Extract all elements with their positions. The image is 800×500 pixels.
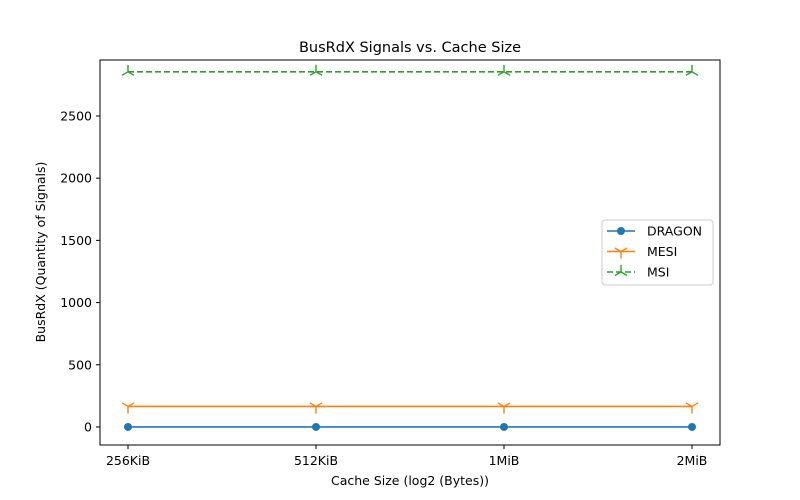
legend-item-msi: MSI [607,265,669,280]
y-tick-label: 500 [68,357,92,372]
legend-marker [617,227,625,235]
y-tick-label: 2500 [60,108,92,123]
x-tick-label: 2MiB [677,453,708,468]
legend-item-mesi: MESI [607,244,677,259]
x-axis-label: Cache Size (log2 (Bytes)) [331,473,489,488]
series-msi [121,64,699,76]
data-point [309,64,323,76]
legend-label: MESI [647,244,677,259]
series-layer [121,64,699,431]
data-point [124,422,132,431]
data-point [685,402,699,414]
legend-item-dragon: DRAGON [607,224,702,239]
x-tick-label: 512KiB [294,453,338,468]
plot-area [99,59,721,446]
data-point [121,64,135,76]
legend-label: MSI [647,265,669,280]
y-axis: 0 500 1000 1500 2000 2500 [60,108,100,434]
data-point [497,64,511,76]
x-tick-label: 256KiB [106,453,150,468]
legend-marker [614,247,628,259]
series-dragon [124,422,696,431]
data-point [685,64,699,76]
data-point [309,402,323,414]
y-tick-label: 2000 [60,171,92,186]
data-point [121,402,135,414]
data-point [500,422,508,431]
y-tick-label: 0 [84,419,92,434]
chart-title: BusRdX Signals vs. Cache Size [299,40,521,56]
series-mesi [121,402,699,414]
legend: DRAGON MESI MSI [601,219,714,286]
data-point [688,422,696,431]
legend-box [601,219,714,286]
x-tick-label: 1MiB [489,453,520,468]
x-axis: 256KiB 512KiB 1MiB 2MiB [106,445,707,468]
data-point [497,402,511,414]
y-tick-label: 1500 [60,233,92,248]
legend-label: DRAGON [647,224,702,239]
legend-marker [614,265,628,277]
y-axis-label: BusRdX (Quantity of Signals) [33,162,48,343]
y-tick-label: 1000 [60,295,92,310]
data-point [312,422,320,431]
